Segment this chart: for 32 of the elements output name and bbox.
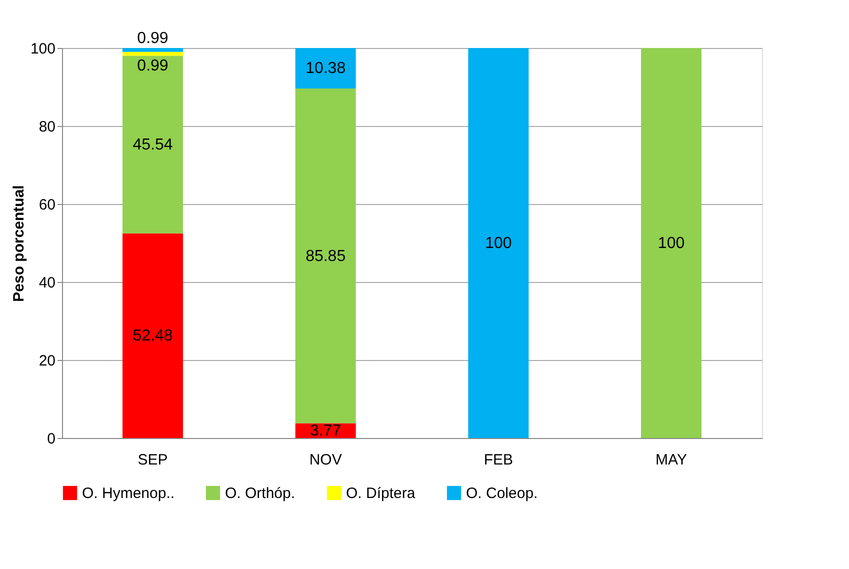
x-tick-label: MAY — [656, 452, 687, 468]
y-tick-label: 80 — [38, 118, 56, 136]
bar — [641, 48, 702, 438]
data-label: 45.54 — [132, 136, 173, 154]
y-tick-label: 20 — [38, 352, 56, 370]
bar — [122, 52, 183, 56]
data-label: 100 — [485, 235, 512, 252]
bar — [122, 56, 183, 234]
y-axis-title: Peso porcentual — [10, 185, 28, 302]
legend-label: O. Orthóp. — [225, 485, 296, 502]
x-tick-label: SEP — [138, 452, 168, 468]
x-tick-label: FEB — [484, 452, 514, 468]
data-label: 10.38 — [306, 60, 346, 78]
bar — [122, 233, 183, 438]
y-tick-label: 40 — [38, 274, 56, 292]
x-tick-label: NOV — [309, 452, 342, 468]
bar — [122, 48, 183, 52]
bar — [468, 48, 529, 438]
y-tick-label: 0 — [47, 430, 56, 448]
legend-label: O. Coleop. — [466, 485, 538, 502]
y-tick-label: 100 — [30, 40, 56, 58]
legend-label: O. Hymenop.. — [82, 485, 175, 502]
bar — [295, 48, 356, 88]
data-label: 0.99 — [137, 58, 168, 75]
data-label: 3.77 — [310, 422, 342, 440]
legend-label: O. Díptera — [346, 485, 416, 502]
data-label: 85.85 — [306, 248, 346, 265]
y-tick-label: 60 — [38, 196, 56, 214]
bar — [295, 88, 356, 424]
data-label: 52.48 — [132, 328, 173, 345]
data-label: 0.99 — [137, 30, 168, 47]
data-label: 100 — [658, 235, 685, 252]
